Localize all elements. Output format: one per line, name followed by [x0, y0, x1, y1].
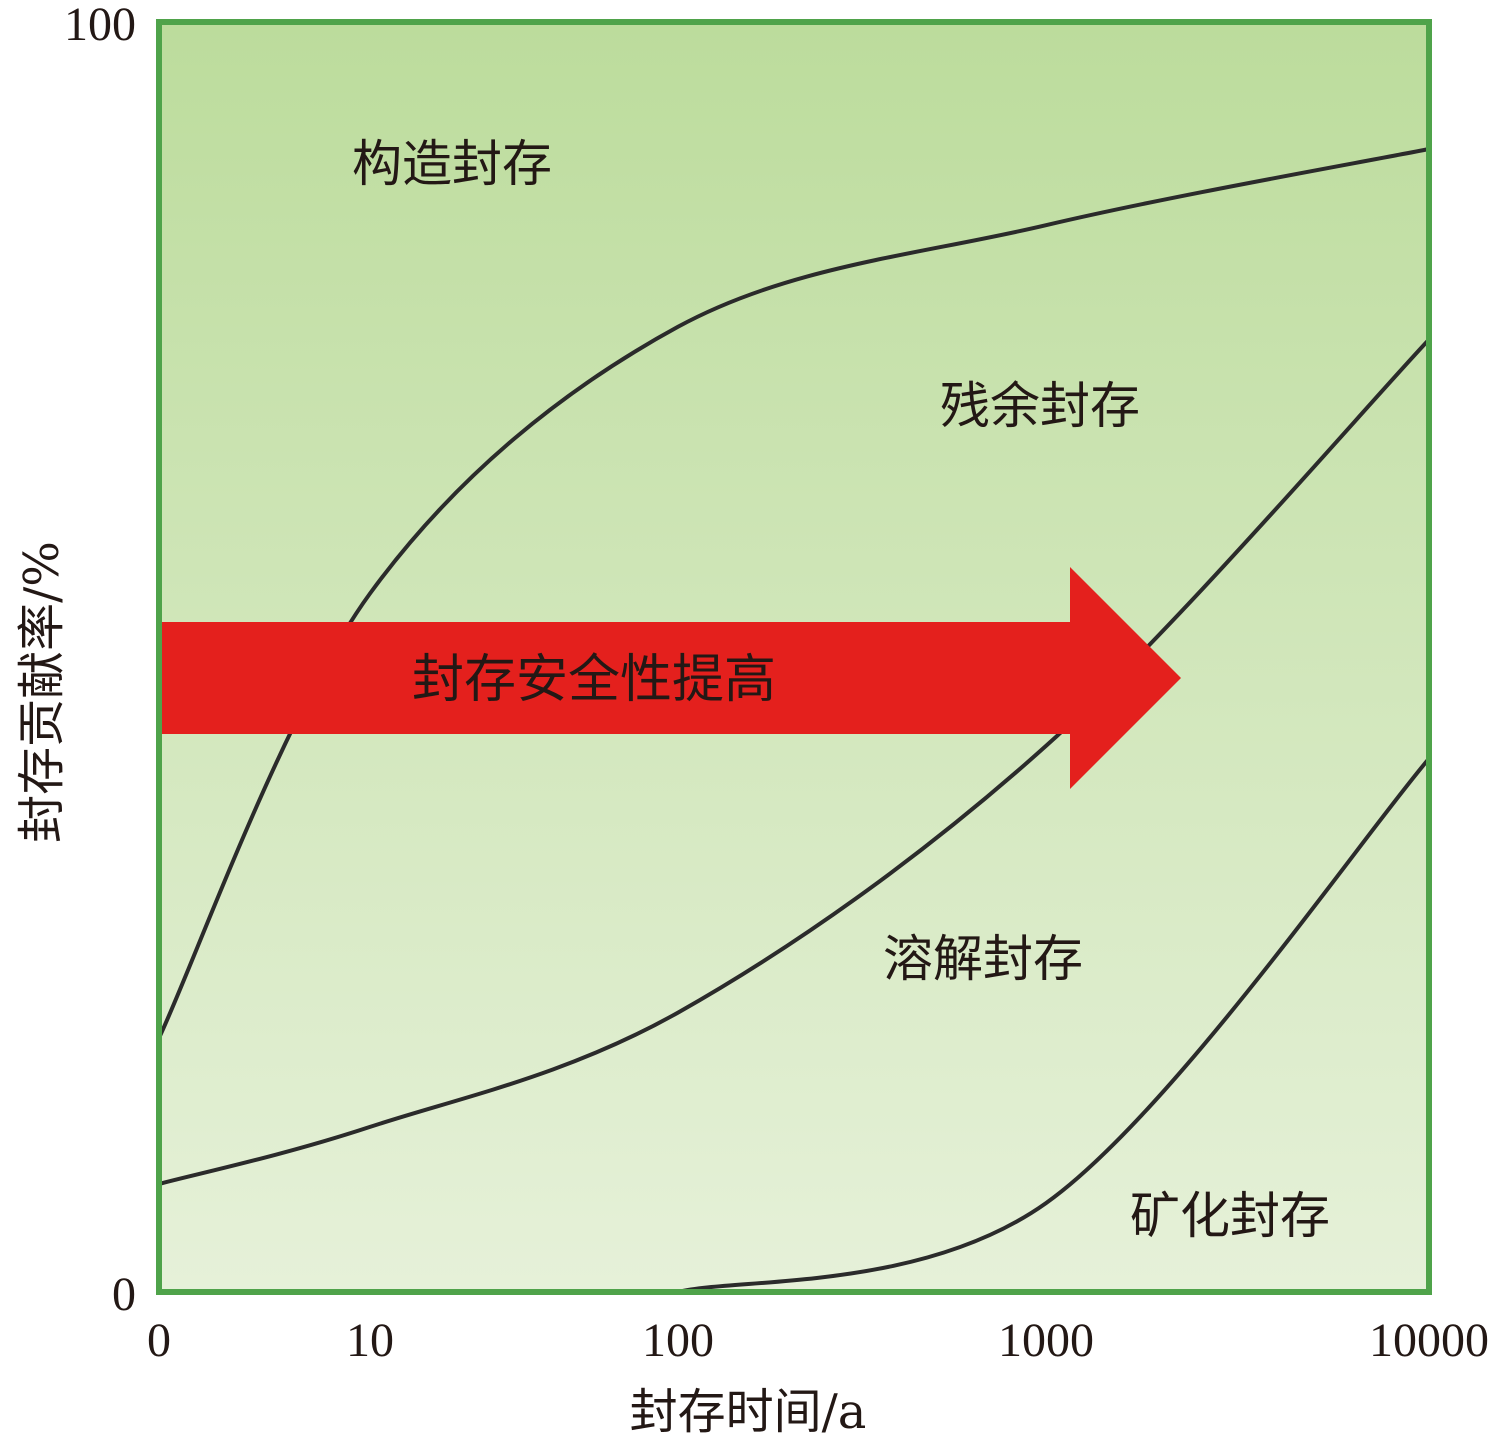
arrow-label: 封存安全性提高: [412, 650, 776, 710]
x-tick-label: 1000: [998, 1314, 1094, 1367]
y-axis-title: 封存贡献率/%: [14, 541, 70, 843]
y-tick-label: 0: [112, 1268, 136, 1321]
y-tick-label: 100: [64, 0, 136, 51]
region-label-structural: 构造封存: [352, 135, 552, 193]
plot-frame: [156, 19, 1432, 1295]
region-label-mineral: 矿化封存: [1130, 1187, 1330, 1245]
security-arrow: [160, 567, 1181, 789]
x-axis-title: 封存时间/a: [630, 1384, 867, 1440]
boundary-dissolution-mineral: [676, 756, 1431, 1294]
boundary-structural-residual: [157, 147, 1431, 1040]
x-tick-label: 0: [147, 1314, 171, 1367]
region-label-residual: 残余封存: [940, 377, 1140, 435]
boundary-curves: [157, 147, 1431, 1294]
x-tick-label: 10: [346, 1314, 394, 1367]
boundary-residual-dissolution: [157, 337, 1431, 1186]
region-label-dissolution: 溶解封存: [883, 930, 1083, 988]
axis-ticks: 0 10 100 1000 10000 0 100: [64, 0, 1489, 1367]
x-tick-label: 10000: [1369, 1314, 1489, 1367]
x-tick-label: 100: [642, 1314, 714, 1367]
